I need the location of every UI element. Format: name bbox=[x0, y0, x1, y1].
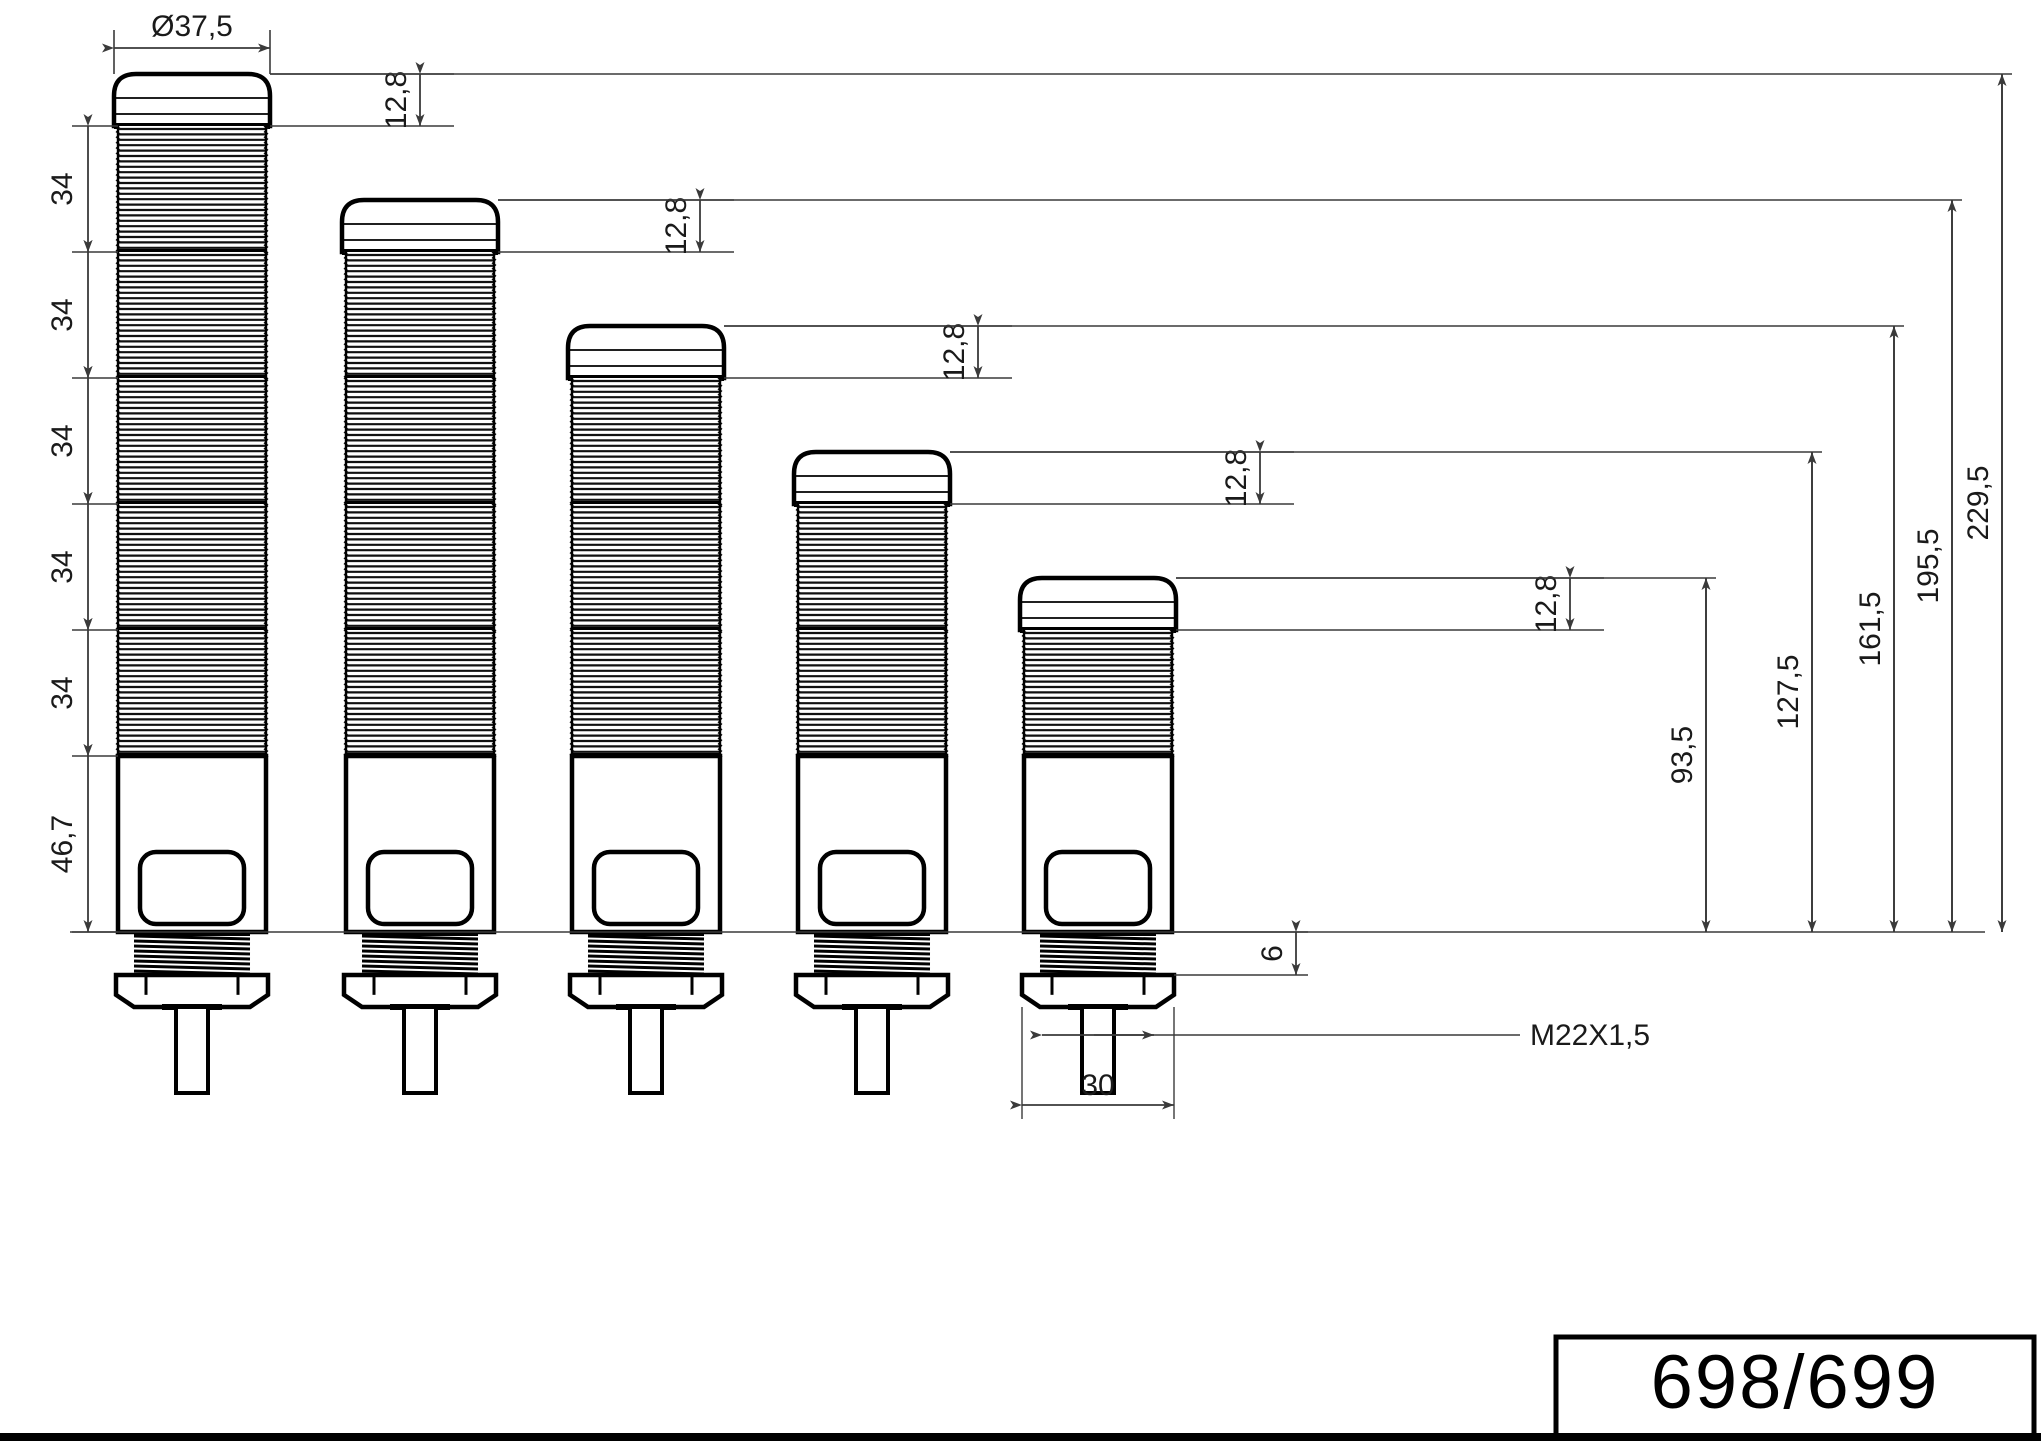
module-height-label: 34 bbox=[46, 550, 79, 583]
base-housing bbox=[343, 753, 497, 935]
dimension-annotations: Ø37,5 34 34 34 34 34 46,7 12,8 12,8 12,8 12,8 12,8 9… bbox=[46, 10, 2012, 1119]
overall-height-label: 127,5 bbox=[1772, 654, 1805, 729]
base-height-label: 46,7 bbox=[46, 815, 79, 873]
lens-cap bbox=[565, 323, 727, 381]
light-module bbox=[115, 629, 269, 759]
overall-height-label: 93,5 bbox=[1666, 726, 1699, 784]
tower-4-module bbox=[339, 197, 501, 1095]
title-block: 698/699 bbox=[1553, 1334, 2037, 1440]
cap-height-label: 12,8 bbox=[380, 71, 413, 129]
light-module bbox=[343, 251, 497, 381]
product-geometry bbox=[111, 71, 1179, 1095]
cap-height-label: 12,8 bbox=[1220, 449, 1253, 507]
light-module bbox=[569, 503, 723, 633]
light-module bbox=[343, 503, 497, 633]
diameter-label: Ø37,5 bbox=[151, 10, 233, 43]
lens-cap bbox=[339, 197, 501, 255]
overall-height-label: 195,5 bbox=[1912, 528, 1945, 603]
tower-5-module bbox=[111, 71, 273, 1095]
light-module bbox=[115, 503, 269, 633]
cap-height-label: 12,8 bbox=[660, 197, 693, 255]
cable bbox=[1080, 1005, 1116, 1095]
module-height-label: 34 bbox=[46, 424, 79, 457]
cable bbox=[174, 1005, 210, 1095]
tower-2-module bbox=[791, 449, 953, 1095]
threaded-neck bbox=[133, 932, 251, 976]
light-module bbox=[115, 251, 269, 381]
gland-height-label: 6 bbox=[1256, 945, 1289, 962]
base-housing bbox=[795, 753, 949, 935]
cable bbox=[628, 1005, 664, 1095]
cable bbox=[854, 1005, 890, 1095]
tower-3-module bbox=[565, 323, 727, 1095]
light-module bbox=[1021, 629, 1175, 759]
lens-cap bbox=[111, 71, 273, 129]
light-module bbox=[795, 629, 949, 759]
overall-height-label: 161,5 bbox=[1854, 591, 1887, 666]
light-module bbox=[795, 503, 949, 633]
cable bbox=[402, 1005, 438, 1095]
module-height-label: 34 bbox=[46, 676, 79, 709]
module-height-label: 34 bbox=[46, 172, 79, 205]
tower-1-module bbox=[1017, 575, 1179, 1095]
lens-cap bbox=[791, 449, 953, 507]
thread-label: M22X1,5 bbox=[1530, 1019, 1650, 1052]
cable-gland bbox=[793, 972, 951, 1010]
light-module bbox=[115, 377, 269, 507]
light-module bbox=[115, 125, 269, 255]
threaded-neck bbox=[361, 932, 479, 976]
base-housing bbox=[569, 753, 723, 935]
cable-gland bbox=[567, 972, 725, 1010]
base-housing bbox=[115, 753, 269, 935]
cap-height-label: 12,8 bbox=[938, 323, 971, 381]
threaded-neck bbox=[1039, 932, 1157, 976]
light-module bbox=[343, 377, 497, 507]
overall-height-label: 229,5 bbox=[1962, 465, 1995, 540]
light-module bbox=[343, 629, 497, 759]
threaded-neck bbox=[587, 932, 705, 976]
cable-gland bbox=[113, 972, 271, 1010]
base-housing bbox=[1021, 753, 1175, 935]
cable-gland bbox=[341, 972, 499, 1010]
lens-cap bbox=[1017, 575, 1179, 633]
cap-height-label: 12,8 bbox=[1530, 575, 1563, 633]
title-block-part-number: 698/699 bbox=[1651, 1340, 1940, 1425]
light-module bbox=[569, 377, 723, 507]
threaded-neck bbox=[813, 932, 931, 976]
light-module bbox=[569, 629, 723, 759]
gland-width-label: 30 bbox=[1081, 1069, 1114, 1102]
module-height-label: 34 bbox=[46, 298, 79, 331]
cable-gland bbox=[1019, 972, 1177, 1010]
